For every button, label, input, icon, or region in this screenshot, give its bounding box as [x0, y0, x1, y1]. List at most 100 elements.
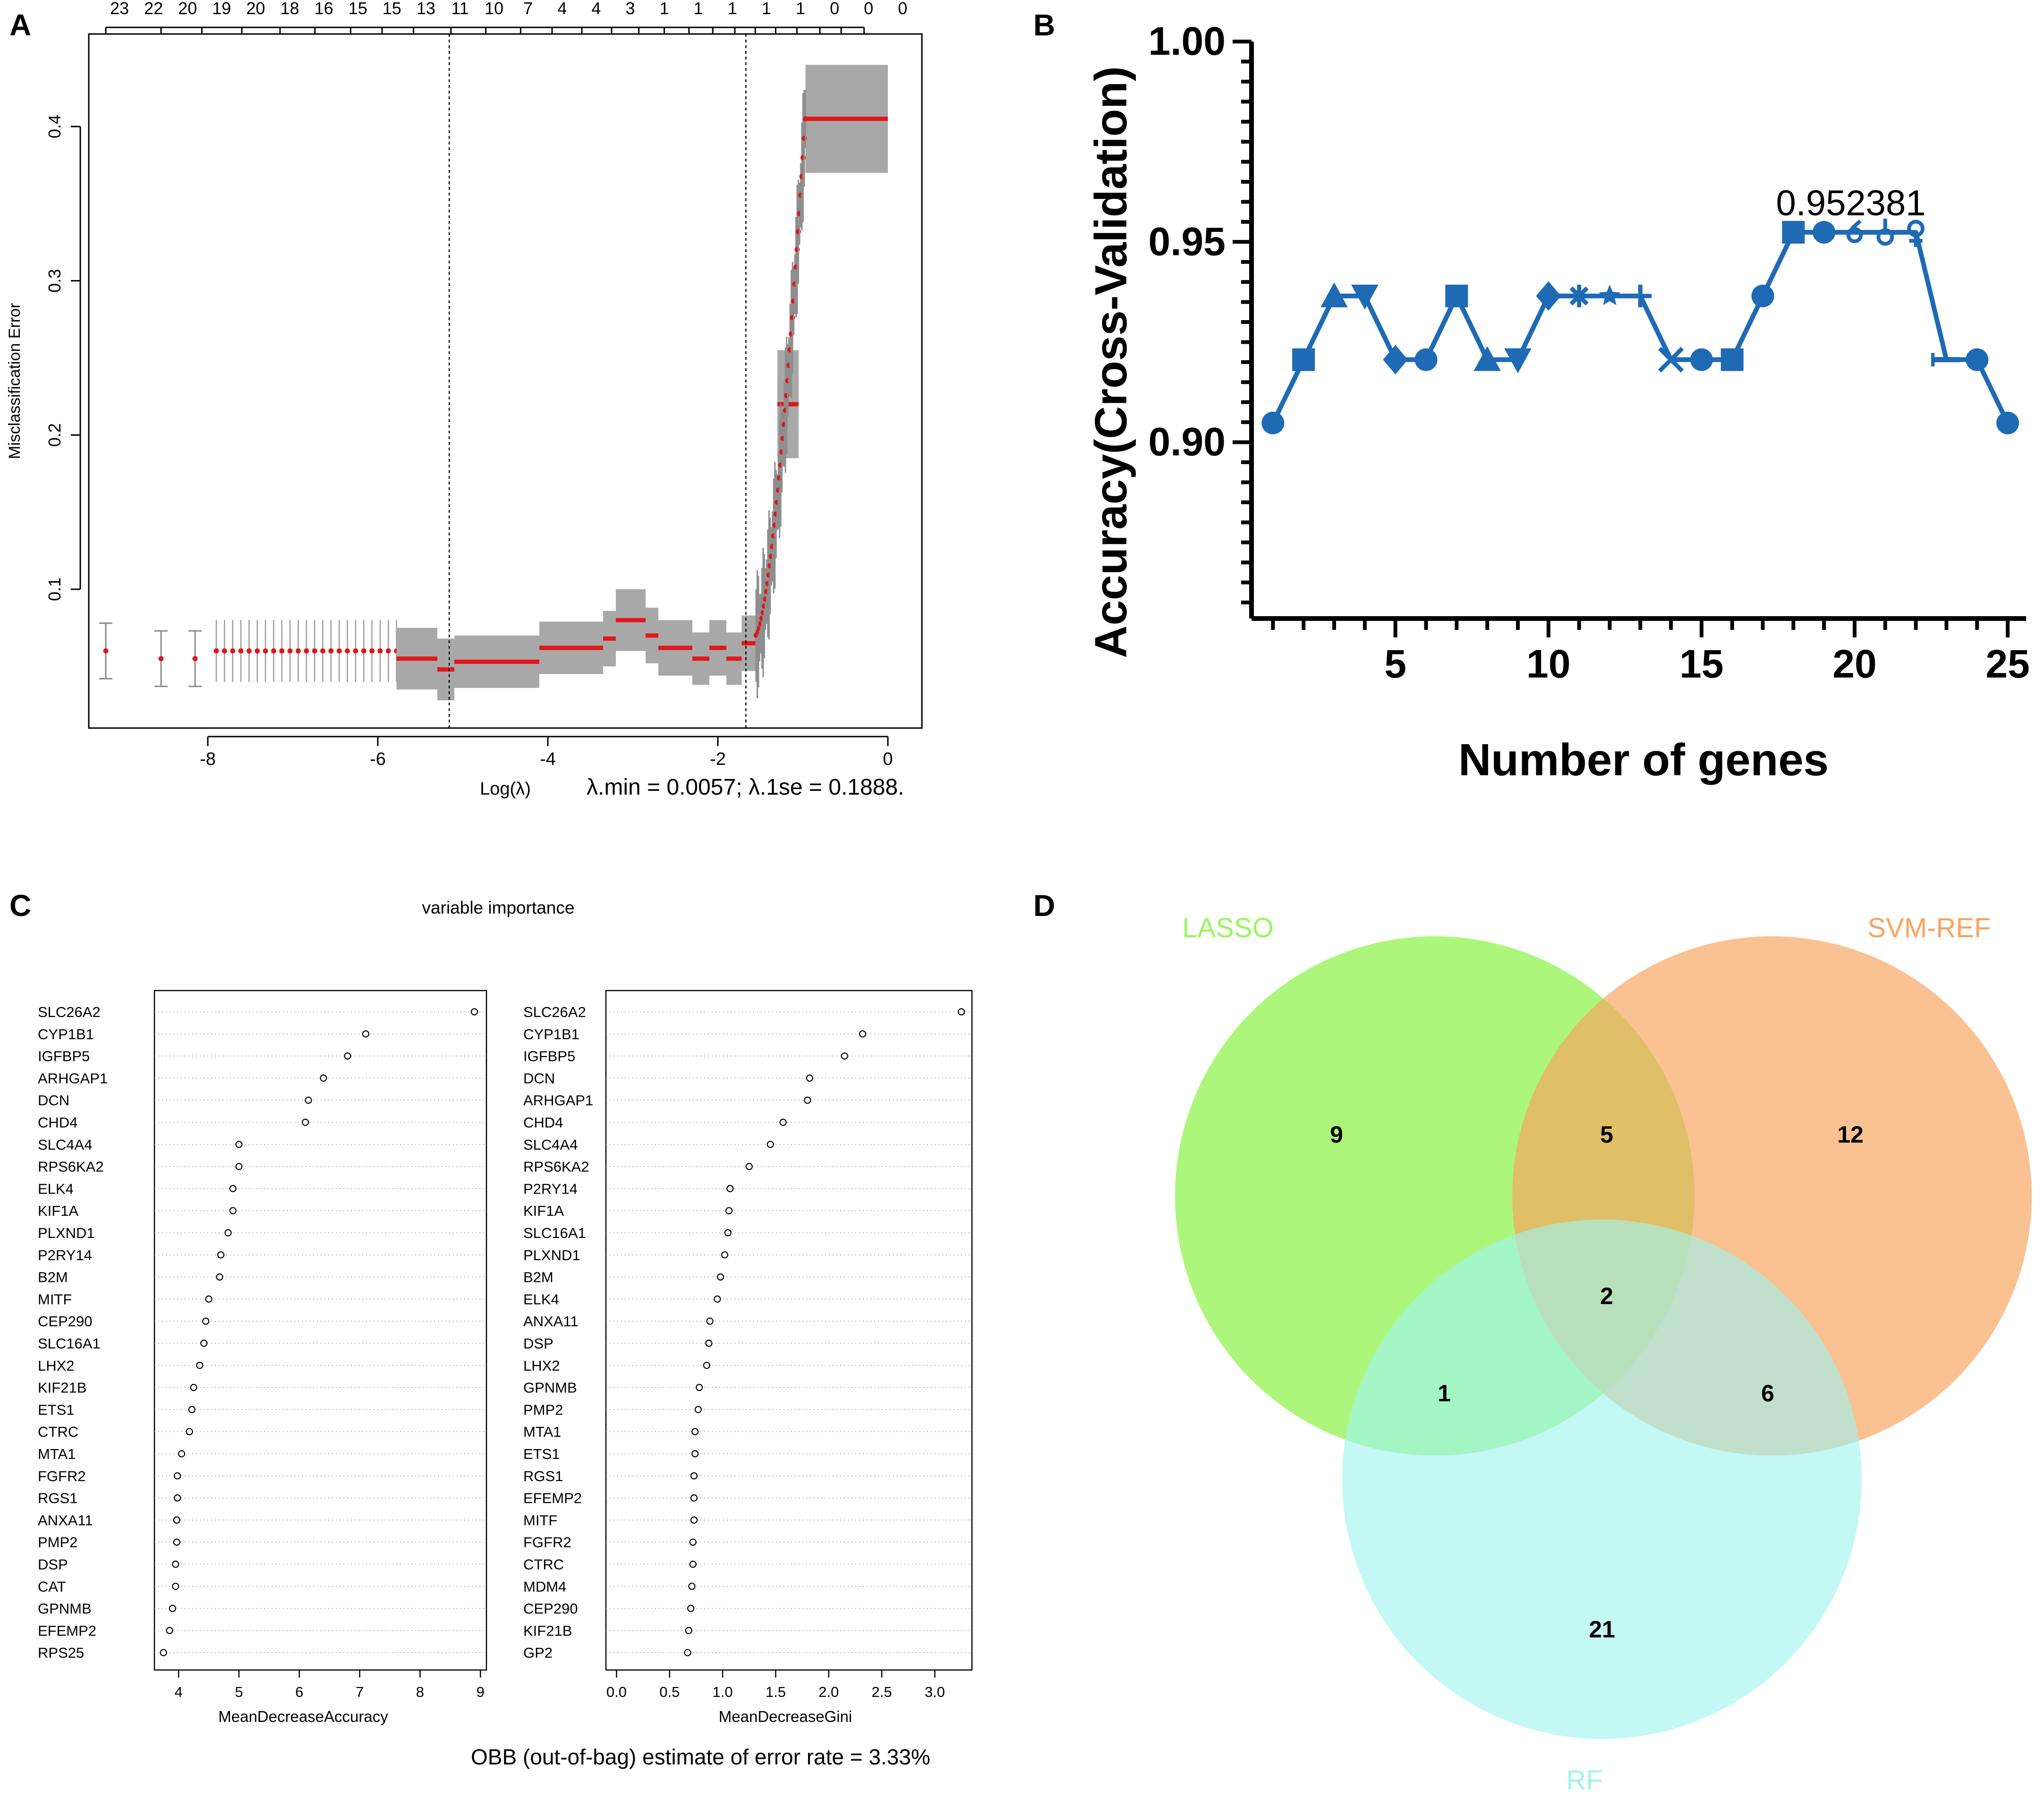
- importance-point: [726, 1185, 734, 1192]
- importance-point: [957, 1008, 965, 1016]
- error-point: [103, 648, 109, 654]
- importance-point: [173, 1516, 180, 1524]
- gene-label: SLC4A4: [523, 1136, 578, 1153]
- gene-label: SLC26A2: [523, 1004, 586, 1020]
- top-count-label: 1: [762, 0, 771, 18]
- top-count-label: 11: [451, 0, 468, 18]
- data-marker-circle: [1751, 284, 1774, 307]
- importance-point: [169, 1605, 176, 1612]
- top-count-label: 22: [144, 0, 163, 18]
- data-marker-square: [1720, 348, 1744, 371]
- gene-label: MTA1: [38, 1446, 76, 1462]
- region-lasso-svm-count: 5: [1600, 1121, 1613, 1148]
- gene-label: ARHGAP1: [38, 1070, 108, 1086]
- x-tick-label: 4: [175, 1684, 183, 1700]
- top-count-label: 1: [694, 0, 703, 18]
- data-marker-circle: [1261, 411, 1285, 434]
- gene-label: KIF21B: [523, 1622, 572, 1639]
- accuracy-series: [1261, 219, 2019, 434]
- plot-frame: [88, 33, 923, 729]
- top-count-label: 1: [728, 0, 737, 18]
- importance-point: [724, 1229, 732, 1237]
- importance-point: [362, 1030, 369, 1038]
- importance-point: [216, 1273, 223, 1281]
- gini-dotplot: SLC26A2 CYP1B1 IGFBP5 DCN ARHGAP1 CHD4 SLC4A4 R…: [523, 990, 973, 1700]
- y-axis-title: Misclassification Error: [6, 303, 24, 459]
- importance-point: [173, 1494, 181, 1502]
- gene-label: RPS25: [38, 1644, 84, 1661]
- region-lasso-rf-count: 1: [1438, 1380, 1451, 1407]
- top-count-label: 1: [796, 0, 805, 18]
- data-marker-circle: [1690, 348, 1713, 371]
- x-tick-label: 10: [1526, 642, 1570, 686]
- data-marker-triangle-up: [1320, 282, 1348, 307]
- y-tick-label: 0.4: [45, 115, 64, 138]
- gene-label: RGS1: [38, 1490, 77, 1507]
- error-point: [271, 648, 276, 654]
- x-tick-label: -2: [710, 749, 726, 769]
- x-axis-title: Number of genes: [1458, 735, 1829, 785]
- y-tick-label: 0.2: [45, 423, 64, 447]
- gene-label: PMP2: [523, 1401, 563, 1418]
- data-marker-triangle-up: [1473, 346, 1501, 371]
- y-tick-label: 0.95: [1149, 219, 1226, 263]
- region-svm-rf-count: 6: [1761, 1380, 1774, 1407]
- importance-point: [766, 1141, 774, 1148]
- importance-point: [691, 1428, 699, 1435]
- error-point: [353, 648, 358, 654]
- importance-point: [188, 1406, 196, 1413]
- importance-point: [690, 1516, 698, 1524]
- x-tick-label: 2.5: [872, 1684, 892, 1700]
- gene-label: IGFBP5: [38, 1048, 90, 1065]
- plot-frame: [153, 990, 487, 1671]
- importance-point: [703, 1362, 711, 1369]
- gene-label: ETS1: [38, 1401, 75, 1418]
- importance-point: [235, 1163, 243, 1170]
- gene-label: B2M: [523, 1269, 554, 1286]
- importance-point: [779, 1119, 787, 1126]
- data-marker-triangle-down: [1351, 284, 1379, 310]
- gene-label: SLC16A1: [38, 1335, 101, 1352]
- gene-label: MITF: [523, 1512, 557, 1528]
- importance-point: [320, 1074, 327, 1082]
- x-tick-label: -4: [540, 749, 556, 769]
- gene-label: GPNMB: [38, 1601, 92, 1617]
- x-tick-label: -6: [370, 749, 386, 769]
- importance-point: [841, 1052, 849, 1060]
- importance-point: [691, 1450, 699, 1458]
- left-x-axis-title: MeanDecreaseAccuracy: [218, 1708, 388, 1725]
- importance-point: [344, 1052, 351, 1060]
- error-point: [320, 648, 325, 654]
- error-point: [345, 648, 350, 654]
- importance-point: [305, 1096, 312, 1104]
- x-tick-label: 7: [356, 1684, 364, 1700]
- x-tick-label: 0.0: [606, 1684, 627, 1700]
- error-point: [377, 648, 383, 654]
- importance-point: [202, 1317, 210, 1325]
- data-marker-square: [1292, 348, 1315, 371]
- y-axis: 0.1 0.2 0.3 0.4: [45, 115, 81, 601]
- importance-point: [806, 1074, 813, 1082]
- importance-point: [190, 1384, 197, 1391]
- importance-point: [689, 1538, 697, 1546]
- top-count-label: 20: [178, 0, 197, 18]
- plot-frame: [605, 990, 973, 1671]
- region-lasso-only-count: 9: [1330, 1121, 1343, 1148]
- top-count-label: 4: [591, 0, 601, 18]
- gene-label: MTA1: [523, 1424, 561, 1440]
- rf-set-circle: [1342, 1220, 1862, 1739]
- oob-footnote: OBB (out-of-bag) estimate of error rate …: [471, 1745, 930, 1769]
- data-marker-diamond: [1383, 345, 1408, 374]
- importance-point: [166, 1627, 173, 1634]
- gene-label: FGFR2: [38, 1468, 86, 1484]
- importance-point: [172, 1560, 179, 1568]
- error-point: [295, 648, 301, 654]
- gene-label: ETS1: [523, 1446, 560, 1462]
- importance-point: [172, 1583, 179, 1590]
- data-marker-circle: [1813, 220, 1836, 244]
- data-marker-circle: [1996, 411, 2019, 434]
- gene-label: DSP: [523, 1335, 554, 1352]
- importance-point: [725, 1207, 733, 1214]
- gene-label: GPNMB: [523, 1380, 577, 1396]
